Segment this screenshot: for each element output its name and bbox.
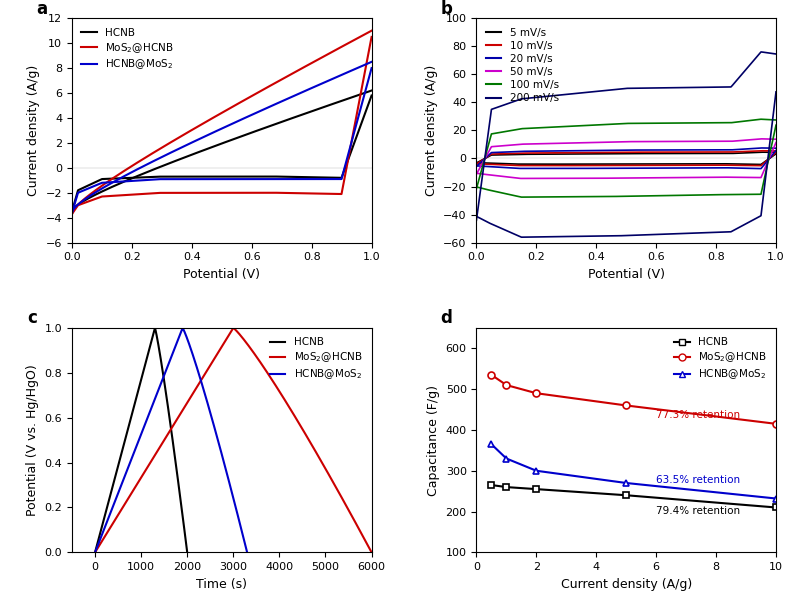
X-axis label: Time (s): Time (s): [196, 578, 247, 591]
X-axis label: Potential (V): Potential (V): [588, 268, 665, 281]
Text: d: d: [441, 310, 452, 327]
Legend: HCNB, MoS$_2$@HCNB, HCNB@MoS$_2$: HCNB, MoS$_2$@HCNB, HCNB@MoS$_2$: [670, 333, 770, 385]
Text: a: a: [36, 0, 47, 18]
X-axis label: Potential (V): Potential (V): [183, 268, 260, 281]
X-axis label: Current density (A/g): Current density (A/g): [561, 578, 692, 591]
Y-axis label: Capacitance (F/g): Capacitance (F/g): [427, 385, 440, 496]
Text: 79.4% retention: 79.4% retention: [656, 506, 740, 515]
Text: b: b: [441, 0, 452, 18]
Text: 63.5% retention: 63.5% retention: [656, 475, 740, 485]
Legend: HCNB, MoS$_2$@HCNB, HCNB@MoS$_2$: HCNB, MoS$_2$@HCNB, HCNB@MoS$_2$: [266, 333, 366, 385]
Text: c: c: [27, 310, 37, 327]
Legend: 5 mV/s, 10 mV/s, 20 mV/s, 50 mV/s, 100 mV/s, 200 mV/s: 5 mV/s, 10 mV/s, 20 mV/s, 50 mV/s, 100 m…: [482, 24, 563, 107]
Text: 77.3% retention: 77.3% retention: [656, 410, 740, 419]
Y-axis label: Potential (V vs. Hg/HgO): Potential (V vs. Hg/HgO): [26, 364, 39, 516]
Legend: HCNB, MoS$_2$@HCNB, HCNB@MoS$_2$: HCNB, MoS$_2$@HCNB, HCNB@MoS$_2$: [78, 24, 178, 76]
Y-axis label: Current density (A/g): Current density (A/g): [425, 65, 438, 196]
Y-axis label: Current density (A/g): Current density (A/g): [27, 65, 40, 196]
